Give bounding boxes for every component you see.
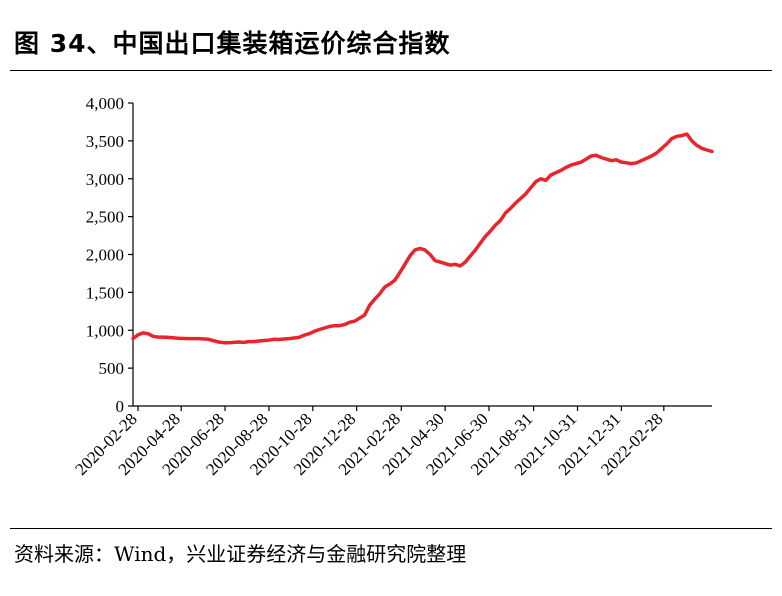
- bottom-rule: [10, 528, 772, 529]
- y-tick-label: 3,000: [86, 170, 124, 189]
- series-line-freight-index: [131, 132, 714, 345]
- y-tick-label: 4,000: [86, 94, 124, 113]
- y-tick-label: 3,500: [86, 132, 124, 151]
- x-axis: 2020-02-282020-04-282020-06-282020-08-28…: [71, 405, 712, 479]
- series: [131, 132, 714, 345]
- top-rule: [10, 70, 772, 71]
- y-axis: 0 500 1,000 1,500 2,000 2,500 3,000 3,500 4,000: [86, 94, 134, 416]
- y-tick-label: 1,500: [86, 283, 124, 302]
- figure-title: 图 34、中国出口集装箱运价综合指数: [14, 29, 451, 58]
- y-tick-label: 0: [116, 397, 125, 416]
- source-note: 资料来源：Wind，兴业证券经济与金融研究院整理: [14, 542, 467, 566]
- y-tick-label: 2,000: [86, 246, 124, 265]
- line-chart: 05001,0001,5002,0002,5003,0003,5004,000 …: [71, 94, 714, 479]
- y-tick-label: 2,500: [86, 208, 124, 227]
- y-tick-label: 500: [99, 359, 125, 378]
- y-tick-label: 1,000: [86, 321, 124, 340]
